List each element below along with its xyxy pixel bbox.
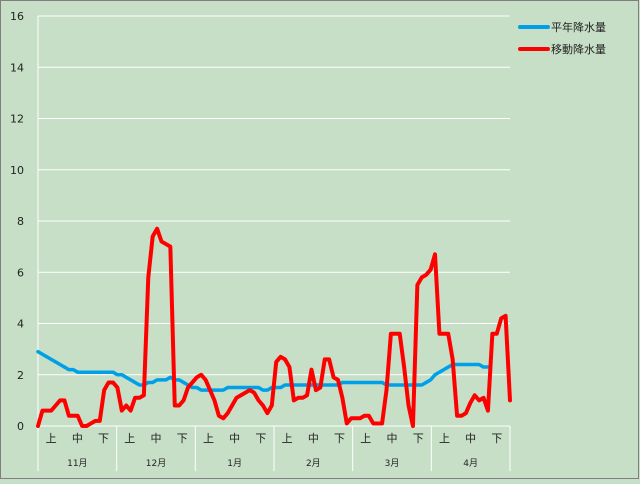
period-label: 上 xyxy=(282,432,293,445)
period-label: 中 xyxy=(387,432,398,445)
period-label: 中 xyxy=(151,432,162,445)
period-label: 上 xyxy=(124,432,135,445)
period-label: 中 xyxy=(465,432,476,445)
period-label: 下 xyxy=(334,432,345,445)
y-tick-label: 6 xyxy=(17,266,24,279)
month-label: 12月 xyxy=(146,458,166,469)
legend-label: 平年降水量 xyxy=(551,20,606,34)
period-label: 下 xyxy=(255,432,266,445)
y-tick-label: 16 xyxy=(10,10,24,23)
month-label: 1月 xyxy=(227,458,242,469)
y-tick-label: 2 xyxy=(17,369,24,382)
period-label: 中 xyxy=(229,432,240,445)
y-tick-label: 8 xyxy=(17,215,24,228)
period-label: 上 xyxy=(360,432,371,445)
y-tick-label: 12 xyxy=(10,113,24,126)
y-tick-label: 14 xyxy=(10,61,24,74)
period-label: 下 xyxy=(491,432,502,445)
month-label: 4月 xyxy=(463,458,478,469)
month-label: 3月 xyxy=(385,458,400,469)
month-label: 11月 xyxy=(67,458,87,469)
legend-label: 移動降水量 xyxy=(551,42,606,56)
period-label: 中 xyxy=(72,432,83,445)
period-label: 下 xyxy=(177,432,188,445)
period-label: 上 xyxy=(439,432,450,445)
y-tick-label: 10 xyxy=(10,164,24,177)
y-tick-label: 4 xyxy=(17,318,24,331)
period-label: 上 xyxy=(203,432,214,445)
period-label: 下 xyxy=(413,432,424,445)
series-line-moving-precipitation xyxy=(36,226,512,428)
period-label: 中 xyxy=(308,432,319,445)
period-label: 下 xyxy=(98,432,109,445)
y-tick-label: 0 xyxy=(17,420,24,433)
month-label: 2月 xyxy=(306,458,321,469)
period-label: 上 xyxy=(46,432,57,445)
